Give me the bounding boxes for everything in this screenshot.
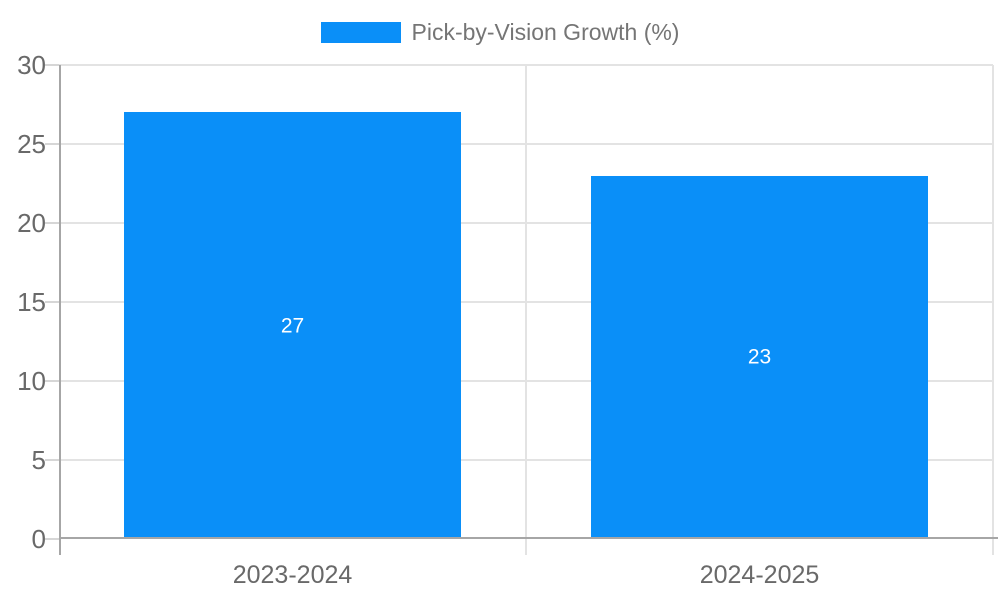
legend[interactable]: Pick-by-Vision Growth (%) [0,20,1000,45]
y-axis-tick-label: 20 [17,208,46,238]
bar-value-label: 23 [747,345,772,369]
y-tick [45,380,59,382]
y-axis-line [59,65,61,555]
x-axis-category-label: 2023-2024 [232,561,353,589]
y-tick [45,143,59,145]
y-tick [45,459,59,461]
y-axis-tick-label: 30 [17,50,46,80]
x-axis-line [59,537,998,539]
y-tick [45,538,59,540]
y-axis-tick-label: 5 [31,445,46,475]
bar[interactable] [591,175,928,539]
y-axis-tick-label: 10 [17,366,46,396]
vertical-gridline [992,65,994,555]
y-tick [45,301,59,303]
bar[interactable] [124,112,461,539]
plot-area: 27 23 [59,64,994,555]
legend-swatch [320,22,401,43]
legend-label: Pick-by-Vision Growth (%) [411,19,680,45]
y-axis-tick-label: 0 [31,524,46,554]
y-axis-tick-label: 15 [17,287,46,317]
y-tick [45,64,59,66]
y-tick [45,222,59,224]
y-axis-tick-label: 25 [17,129,46,159]
vertical-gridline [525,65,527,555]
x-axis-category-label: 2024-2025 [699,561,820,589]
bar-value-label: 27 [280,314,305,338]
